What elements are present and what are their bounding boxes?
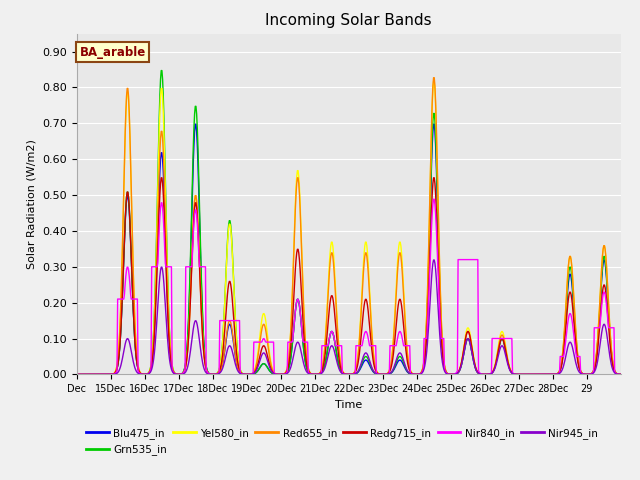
Redg715_in xyxy=(404,360,412,366)
Text: BA_arable: BA_arable xyxy=(79,46,146,59)
Nir945_in xyxy=(389,367,397,373)
Redg715_in xyxy=(486,371,494,377)
Red655_in xyxy=(403,347,411,352)
Blu475_in xyxy=(542,372,550,377)
Line: Red655_in: Red655_in xyxy=(77,78,621,374)
Yel580_in xyxy=(403,345,411,350)
Grn535_in xyxy=(617,372,625,377)
Grn535_in xyxy=(157,68,165,73)
Redg715_in xyxy=(106,372,114,377)
Nir840_in xyxy=(542,372,550,377)
Blu475_in xyxy=(390,368,397,373)
Nir945_in xyxy=(617,372,625,377)
Line: Blu475_in: Blu475_in xyxy=(77,124,621,374)
Redg715_in xyxy=(390,351,397,357)
Yel580_in xyxy=(429,78,437,84)
Yel580_in xyxy=(486,371,494,377)
Red655_in xyxy=(73,372,81,377)
Redg715_in xyxy=(73,372,81,377)
Red655_in xyxy=(419,362,427,368)
Nir840_in xyxy=(429,196,437,202)
Blu475_in xyxy=(106,372,114,377)
Redg715_in xyxy=(420,362,428,368)
Nir840_in xyxy=(73,372,81,377)
Y-axis label: Solar Radiation (W/m2): Solar Radiation (W/m2) xyxy=(27,139,36,269)
Grn535_in xyxy=(542,372,550,377)
Red655_in xyxy=(429,75,437,81)
Red655_in xyxy=(617,372,625,377)
Redg715_in xyxy=(157,175,165,180)
X-axis label: Time: Time xyxy=(335,400,362,409)
Nir945_in xyxy=(542,372,550,377)
Nir840_in xyxy=(403,343,411,348)
Grn535_in xyxy=(73,372,81,377)
Yel580_in xyxy=(617,372,625,377)
Nir945_in xyxy=(486,371,494,377)
Grn535_in xyxy=(404,369,412,374)
Yel580_in xyxy=(542,372,550,377)
Line: Grn535_in: Grn535_in xyxy=(77,71,621,374)
Grn535_in xyxy=(390,367,397,372)
Grn535_in xyxy=(420,359,428,365)
Legend: Blu475_in, Grn535_in, Yel580_in, Red655_in, Redg715_in, Nir840_in, Nir945_in: Blu475_in, Grn535_in, Yel580_in, Red655_… xyxy=(82,424,602,459)
Nir840_in xyxy=(419,366,427,372)
Yel580_in xyxy=(73,372,81,377)
Yel580_in xyxy=(389,345,397,350)
Nir945_in xyxy=(403,367,411,373)
Nir945_in xyxy=(429,257,437,263)
Blu475_in xyxy=(191,121,199,127)
Red655_in xyxy=(389,347,397,352)
Nir840_in xyxy=(389,343,397,348)
Red655_in xyxy=(106,372,114,377)
Line: Redg715_in: Redg715_in xyxy=(77,178,621,374)
Blu475_in xyxy=(404,370,412,375)
Line: Nir840_in: Nir840_in xyxy=(77,199,621,374)
Red655_in xyxy=(486,371,494,377)
Blu475_in xyxy=(420,360,428,365)
Line: Yel580_in: Yel580_in xyxy=(77,81,621,374)
Red655_in xyxy=(542,372,550,377)
Grn535_in xyxy=(106,372,114,377)
Nir840_in xyxy=(486,371,494,377)
Blu475_in xyxy=(73,372,81,377)
Nir840_in xyxy=(617,372,625,377)
Nir945_in xyxy=(73,372,81,377)
Nir945_in xyxy=(419,368,427,374)
Blu475_in xyxy=(617,372,625,377)
Nir945_in xyxy=(106,372,114,377)
Yel580_in xyxy=(419,362,427,368)
Blu475_in xyxy=(486,371,494,377)
Redg715_in xyxy=(542,372,550,377)
Nir840_in xyxy=(106,372,114,377)
Line: Nir945_in: Nir945_in xyxy=(77,260,621,374)
Title: Incoming Solar Bands: Incoming Solar Bands xyxy=(266,13,432,28)
Redg715_in xyxy=(617,372,625,377)
Yel580_in xyxy=(106,372,114,377)
Grn535_in xyxy=(486,371,494,377)
